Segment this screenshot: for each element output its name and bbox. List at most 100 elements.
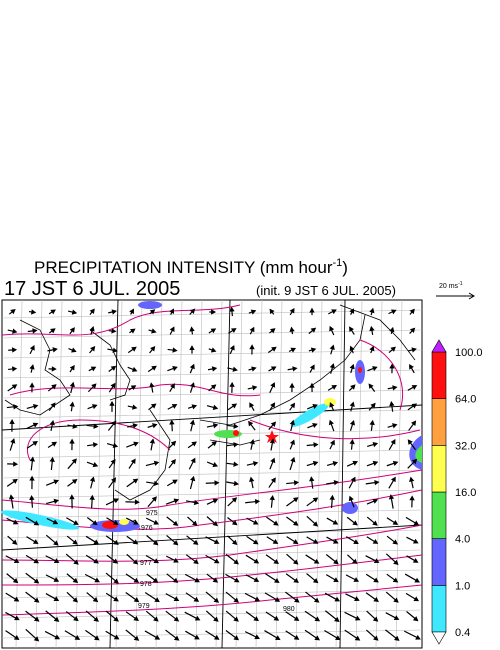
wind-arrow xyxy=(205,480,220,486)
arrow-head xyxy=(212,404,219,410)
wind-arrow xyxy=(407,458,418,469)
arrow-head xyxy=(189,419,196,425)
wind-arrow xyxy=(306,497,319,507)
arrow-head xyxy=(190,475,196,482)
arrow-head xyxy=(293,480,300,486)
valid-time: 17 JST 6 JUL. 2005 xyxy=(4,278,180,300)
arrow-head xyxy=(11,366,18,372)
wind-arrow xyxy=(325,574,339,583)
graticule xyxy=(1,299,423,649)
wind-arrow xyxy=(29,364,35,373)
wind-arrow xyxy=(329,439,335,450)
arrow-head xyxy=(152,423,158,429)
arrow-head xyxy=(233,559,239,565)
wind-arrow xyxy=(69,327,75,335)
arrow-head xyxy=(172,520,179,526)
wind-arrow xyxy=(286,516,299,526)
arrow-head xyxy=(293,634,300,640)
arrow-head xyxy=(151,496,157,502)
arrow-head xyxy=(12,577,19,584)
grid-line xyxy=(115,299,123,649)
wind-arrow xyxy=(286,497,299,507)
arrow-head xyxy=(329,402,335,408)
arrow-head xyxy=(349,363,355,370)
arrow-head xyxy=(273,615,280,621)
arrow-head xyxy=(89,476,96,482)
arrow-head xyxy=(149,309,156,315)
arrow-head xyxy=(192,539,199,545)
arrow-head xyxy=(189,382,195,388)
arrow-head xyxy=(329,494,335,500)
arrow-head xyxy=(33,597,40,603)
wind-arrow xyxy=(127,423,138,429)
arrow-head xyxy=(270,457,276,464)
arrow-head xyxy=(372,616,379,622)
arrow-head xyxy=(134,499,140,505)
wind-arrow xyxy=(88,366,97,372)
wind-arrow xyxy=(265,611,280,621)
arrow-head xyxy=(233,597,239,603)
arrow-head xyxy=(310,327,317,333)
wind-arrow xyxy=(144,592,160,603)
arrow-head xyxy=(52,347,58,353)
wind-arrow xyxy=(385,629,400,641)
wind-arrow xyxy=(69,438,75,451)
wind-arrow xyxy=(269,402,276,411)
wind-arrow xyxy=(248,420,256,431)
arrow-head xyxy=(89,308,95,314)
wind-arrow xyxy=(308,327,317,335)
arrow-head xyxy=(214,480,220,486)
wind-arrow xyxy=(25,516,40,526)
wind-arrow xyxy=(326,536,339,544)
arrow-head xyxy=(411,347,417,353)
wind-arrow xyxy=(264,630,281,641)
wind-arrow xyxy=(404,630,421,640)
arrow-head xyxy=(373,577,379,583)
arrow-head xyxy=(73,520,79,525)
arrow-head xyxy=(253,616,259,622)
wind-arrow xyxy=(148,328,157,334)
wind-arrow xyxy=(66,591,79,603)
wind-arrow xyxy=(409,476,415,489)
arrow-head xyxy=(212,577,219,583)
arrow-head xyxy=(252,539,259,545)
arrow-head xyxy=(51,441,58,447)
wind-arrow xyxy=(305,554,320,564)
grid-line xyxy=(375,299,383,649)
arrow-head xyxy=(248,420,254,427)
wind-arrow xyxy=(5,592,20,602)
grid-line xyxy=(1,529,423,539)
arrow-head xyxy=(172,540,179,546)
wind-arrow xyxy=(329,344,335,355)
arrow-head xyxy=(10,309,16,315)
wind-arrow xyxy=(47,441,58,449)
arrow-head xyxy=(149,382,155,388)
wind-arrow xyxy=(267,346,277,354)
wind-arrow xyxy=(85,554,99,564)
wind-arrow xyxy=(269,308,275,315)
wind-arrow xyxy=(367,442,379,448)
arrow-head xyxy=(69,494,75,500)
arrow-head xyxy=(294,597,300,603)
arrow-head xyxy=(69,381,75,388)
arrow-head xyxy=(211,441,217,447)
wind-arrow xyxy=(185,499,200,506)
wind-arrow xyxy=(105,630,120,640)
wind-arrow xyxy=(226,480,239,487)
wind-arrow xyxy=(249,438,255,450)
arrow-head xyxy=(32,539,39,544)
arrow-head xyxy=(368,383,374,389)
arrow-head xyxy=(414,577,420,583)
arrow-head xyxy=(94,577,100,583)
contour-label: 977 xyxy=(140,560,152,567)
arrow-head xyxy=(72,539,78,545)
wind-arrow xyxy=(65,553,79,565)
wind-arrow xyxy=(184,611,201,621)
arrow-head xyxy=(113,578,119,584)
colorbar-label: 32.0 xyxy=(455,440,476,452)
wind-arrow xyxy=(268,366,277,372)
wind-arrow xyxy=(408,420,417,431)
arrow-head xyxy=(349,439,355,445)
arrow-head xyxy=(334,596,341,602)
arrow-head xyxy=(112,442,119,448)
